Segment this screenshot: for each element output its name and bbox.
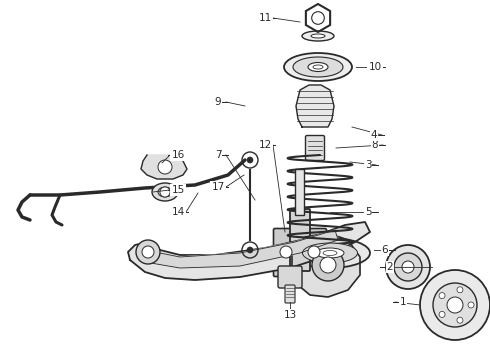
Ellipse shape	[284, 53, 352, 81]
Ellipse shape	[308, 63, 328, 72]
Ellipse shape	[311, 34, 325, 38]
FancyBboxPatch shape	[295, 170, 304, 216]
Text: 7: 7	[215, 150, 221, 160]
Text: 10: 10	[368, 62, 382, 72]
Circle shape	[433, 283, 477, 327]
Polygon shape	[292, 233, 360, 297]
Ellipse shape	[158, 187, 172, 197]
Text: 1: 1	[400, 297, 406, 307]
Circle shape	[136, 240, 160, 264]
Text: 16: 16	[172, 150, 185, 160]
Circle shape	[447, 297, 463, 313]
Text: 14: 14	[172, 207, 185, 217]
Circle shape	[158, 160, 172, 174]
Text: 5: 5	[365, 207, 371, 217]
Circle shape	[468, 302, 474, 308]
Text: 15: 15	[172, 185, 185, 195]
Circle shape	[402, 261, 414, 273]
Polygon shape	[296, 85, 334, 127]
Text: 3: 3	[365, 160, 371, 170]
Text: 8: 8	[372, 140, 378, 150]
Circle shape	[280, 246, 292, 258]
FancyBboxPatch shape	[305, 135, 324, 161]
FancyBboxPatch shape	[285, 285, 295, 303]
Circle shape	[160, 187, 170, 197]
FancyBboxPatch shape	[290, 209, 310, 271]
FancyBboxPatch shape	[273, 229, 326, 276]
Circle shape	[247, 157, 253, 163]
Text: 4: 4	[371, 130, 377, 140]
Circle shape	[247, 247, 253, 253]
Text: 17: 17	[211, 182, 224, 192]
Circle shape	[439, 293, 445, 298]
Circle shape	[142, 246, 154, 258]
Ellipse shape	[302, 31, 334, 41]
Ellipse shape	[302, 243, 358, 263]
Circle shape	[308, 246, 320, 258]
Ellipse shape	[316, 248, 344, 258]
Ellipse shape	[290, 238, 370, 268]
FancyBboxPatch shape	[278, 266, 302, 288]
Polygon shape	[141, 155, 187, 179]
Polygon shape	[142, 230, 338, 268]
Text: 11: 11	[258, 13, 271, 23]
Circle shape	[320, 257, 336, 273]
Circle shape	[386, 245, 430, 289]
Text: 2: 2	[387, 262, 393, 272]
Text: 6: 6	[382, 245, 388, 255]
Ellipse shape	[293, 57, 343, 77]
Text: 9: 9	[215, 97, 221, 107]
Circle shape	[420, 270, 490, 340]
Text: 13: 13	[283, 310, 296, 320]
Circle shape	[457, 317, 463, 323]
Circle shape	[312, 249, 344, 281]
Polygon shape	[128, 222, 370, 280]
Text: 12: 12	[258, 140, 271, 150]
Circle shape	[457, 287, 463, 293]
Ellipse shape	[152, 183, 178, 201]
Circle shape	[439, 311, 445, 318]
Circle shape	[394, 253, 422, 281]
